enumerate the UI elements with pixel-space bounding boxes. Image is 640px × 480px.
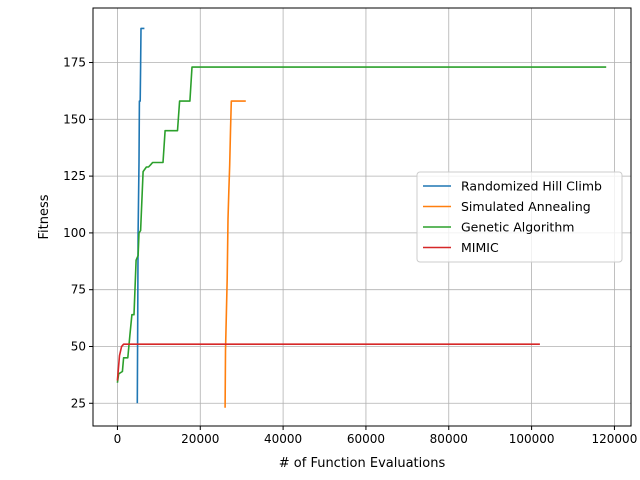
x-tick-label: 20000 [181,432,219,446]
y-axis-label: Fitness [37,194,52,239]
legend-box [416,171,623,263]
y-tick-label: 75 [71,283,86,297]
legend: Randomized Hill Climb Simulated Annealing… [416,171,623,263]
y-tick-label: 25 [71,396,86,410]
series-lines [116,27,607,408]
legend-label-mimic: MIMIC [461,240,499,255]
y-tick-label: 150 [63,112,86,126]
x-tick-label: 100000 [509,432,555,446]
series-line-genetic-algorithm [116,66,607,383]
x-tick-label: 40000 [264,432,302,446]
series-line-randomized-hill-climb [136,27,145,404]
x-tick-label: 0 [114,432,122,446]
series-line-simulated-annealing [224,100,246,408]
x-tick-label: 60000 [347,432,385,446]
plot-frame [92,7,632,427]
y-tick-label: 100 [63,226,86,240]
legend-label-genetic-algorithm: Genetic Algorithm [461,220,574,235]
y-tick-label: 175 [63,56,86,70]
x-axis-ticks: 0 20000 40000 60000 80000 100000 120000 [114,426,638,446]
y-tick-label: 50 [71,339,86,353]
x-tick-label: 120000 [592,432,638,446]
x-axis-label: # of Function Evaluations [279,456,446,471]
legend-label-randomized-hill-climb: Randomized Hill Climb [461,179,602,194]
x-tick-label: 80000 [430,432,468,446]
legend-label-simulated-annealing: Simulated Annealing [461,199,591,214]
y-axis-ticks: 25 50 75 100 125 150 175 [63,56,93,410]
series-line-mimic [116,343,540,381]
y-tick-label: 125 [63,169,86,183]
